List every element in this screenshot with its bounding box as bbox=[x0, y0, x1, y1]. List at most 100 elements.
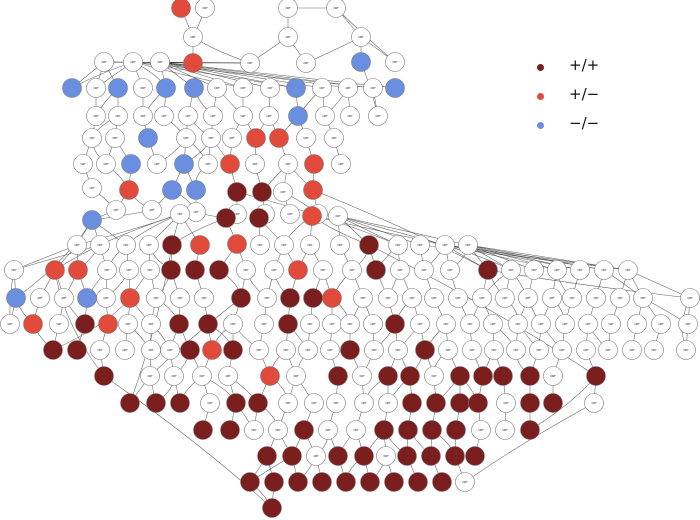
gene-node-label: ORF bbox=[395, 348, 401, 352]
gene-node-circle bbox=[376, 446, 396, 466]
gene-node-homozygous-positive bbox=[262, 498, 282, 518]
gene-node-label: ORF bbox=[502, 428, 508, 432]
gene-node-neutral: ORF bbox=[150, 52, 170, 72]
gene-node-label: ORF bbox=[513, 348, 519, 352]
gene-node-neutral: ORF bbox=[264, 260, 284, 280]
gene-node-label: ORF bbox=[353, 428, 359, 432]
gene-node-neutral: ORF bbox=[203, 106, 223, 126]
gene-node-circle bbox=[264, 260, 284, 280]
gene-node-homozygous-positive bbox=[408, 472, 428, 492]
gene-node-circle bbox=[223, 314, 243, 334]
gene-node-neutral: ORF bbox=[278, 393, 298, 413]
legend-item-homozygous-negative: −/− bbox=[532, 114, 652, 145]
gene-node-homozygous-positive bbox=[231, 288, 251, 308]
gene-node-circle bbox=[170, 393, 190, 413]
gene-node-neutral: ORF bbox=[119, 260, 139, 280]
gene-node-neutral: ORF bbox=[326, 0, 346, 18]
gene-node-neutral: ORF bbox=[364, 340, 384, 360]
gene-node-neutral: ORF bbox=[436, 314, 456, 334]
gene-node-circle bbox=[115, 340, 135, 360]
gene-node-neutral: ORF bbox=[49, 314, 69, 334]
gene-node-neutral: ORF bbox=[531, 314, 551, 334]
gene-node-circle bbox=[424, 366, 444, 386]
gene-node-circle bbox=[120, 288, 140, 308]
gene-node-circle bbox=[555, 314, 575, 334]
gene-node-circle bbox=[198, 154, 218, 174]
gene-node-label: ORF bbox=[395, 243, 401, 247]
gene-node-circle bbox=[45, 260, 65, 280]
gene-node-label: ORF bbox=[577, 268, 583, 272]
gene-node-circle bbox=[408, 472, 428, 492]
gene-node-label: ORF bbox=[303, 61, 309, 65]
gene-node-neutral: ORF bbox=[326, 393, 346, 413]
legend-dot-red bbox=[537, 93, 544, 100]
gene-node-label: ORF bbox=[370, 86, 376, 90]
gene-node-neutral: ORF bbox=[458, 235, 478, 255]
gene-node-circle bbox=[622, 340, 642, 360]
gene-node-circle bbox=[257, 288, 277, 308]
gene-node-heterozygous bbox=[288, 260, 308, 280]
gene-node-neutral: ORF bbox=[543, 366, 563, 386]
gene-node-circle bbox=[552, 340, 572, 360]
gene-node-circle bbox=[282, 446, 302, 466]
gene-node-neutral: ORF bbox=[118, 314, 138, 334]
gene-node-circle bbox=[123, 52, 143, 72]
gene-node-neutral: ORF bbox=[259, 106, 279, 126]
gene-node-heterozygous bbox=[98, 314, 118, 334]
gene-node-label: ORF bbox=[225, 374, 231, 378]
gene-node-homozygous-positive bbox=[340, 340, 360, 360]
gene-node-circle bbox=[402, 288, 422, 308]
gene-node-neutral: ORF bbox=[678, 314, 698, 334]
gene-node-label: ORF bbox=[207, 401, 213, 405]
gene-node-circle bbox=[216, 208, 236, 228]
gene-node-neutral: ORF bbox=[306, 446, 326, 466]
gene-node-label: ORF bbox=[331, 136, 337, 140]
gene-node-circle bbox=[415, 340, 435, 360]
gene-node-circle bbox=[397, 446, 417, 466]
gene-node-circle bbox=[432, 472, 452, 492]
gene-node-circle bbox=[315, 106, 335, 126]
gene-node-label: ORF bbox=[313, 454, 319, 458]
gene-node-circle bbox=[68, 260, 88, 280]
gene-node-homozygous-positive bbox=[360, 472, 380, 492]
gene-node-circle bbox=[86, 106, 106, 126]
gene-node-label: ORF bbox=[243, 268, 249, 272]
gene-node-label: ORF bbox=[322, 114, 328, 118]
gene-node-neutral: ORF bbox=[594, 260, 614, 280]
gene-node-circle bbox=[543, 393, 563, 413]
gene-node-label: ORF bbox=[103, 162, 109, 166]
gene-node-neutral: ORF bbox=[170, 204, 190, 224]
gene-node-homozygous-positive bbox=[432, 472, 452, 492]
gene-node-neutral: ORF bbox=[86, 78, 106, 98]
gene-node-circle bbox=[286, 78, 306, 98]
gene-node-circle bbox=[351, 52, 371, 72]
gene-node-circle bbox=[414, 260, 434, 280]
gene-node-neutral: ORF bbox=[147, 154, 167, 174]
gene-node-circle bbox=[192, 366, 212, 386]
gene-node-homozygous-positive bbox=[543, 393, 563, 413]
gene-node-circle bbox=[354, 446, 374, 466]
gene-node-neutral: ORF bbox=[402, 288, 422, 308]
gene-node-circle bbox=[576, 340, 596, 360]
gene-node-label: ORF bbox=[417, 243, 423, 247]
gene-node-neutral: ORF bbox=[108, 106, 128, 126]
gene-node-homozygous-positive bbox=[445, 446, 465, 466]
gene-node-circle bbox=[274, 235, 294, 255]
gene-node-neutral: ORF bbox=[201, 128, 221, 148]
gene-node-neutral: ORF bbox=[353, 288, 373, 308]
gene-node-label: ORF bbox=[333, 6, 339, 10]
gene-node-neutral: ORF bbox=[268, 420, 288, 440]
gene-node-circle bbox=[194, 288, 214, 308]
gene-node-neutral: ORF bbox=[260, 78, 280, 98]
gene-node-homozygous-positive bbox=[446, 420, 466, 440]
gene-node-label: ORF bbox=[285, 6, 291, 10]
gene-node-circle bbox=[633, 288, 653, 308]
gene-node-neutral: ORF bbox=[570, 260, 590, 280]
gene-node-neutral: ORF bbox=[160, 340, 180, 360]
gene-node-neutral: ORF bbox=[223, 314, 243, 334]
gene-node-circle bbox=[178, 106, 198, 126]
gene-node-circle bbox=[141, 314, 161, 334]
gene-node-circle bbox=[4, 260, 24, 280]
gene-node-label: ORF bbox=[327, 348, 333, 352]
gene-node-homozygous-negative bbox=[62, 78, 82, 98]
